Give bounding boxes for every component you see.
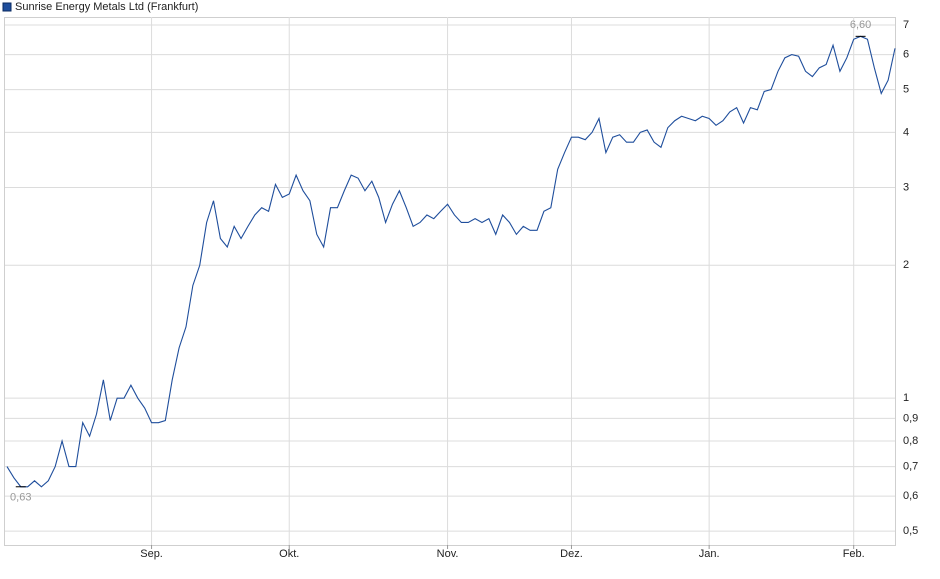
y-tick-label: 7: [903, 19, 909, 31]
x-tick-label: Nov.: [437, 548, 459, 560]
extreme-label: 6,60: [850, 19, 871, 31]
y-tick-label: 0,8: [903, 435, 918, 447]
plot-frame: [4, 17, 896, 546]
y-tick-label: 1: [903, 392, 909, 404]
x-tick-label: Okt.: [279, 548, 299, 560]
y-tick-label: 3: [903, 181, 909, 193]
x-tick-label: Jan.: [699, 548, 720, 560]
y-tick-label: 5: [903, 83, 909, 95]
y-tick-label: 4: [903, 126, 909, 138]
legend-label: Sunrise Energy Metals Ltd (Frankfurt): [15, 1, 198, 13]
y-tick-label: 0,7: [903, 460, 918, 472]
y-tick-label: 2: [903, 259, 909, 271]
y-tick-label: 6: [903, 49, 909, 61]
x-tick-label: Sep.: [140, 548, 163, 560]
x-tick-label: Feb.: [843, 548, 865, 560]
y-tick-label: 0,6: [903, 490, 918, 502]
y-tick-label: 0,9: [903, 412, 918, 424]
extreme-label: 0,63: [10, 492, 31, 504]
y-tick-label: 0,5: [903, 525, 918, 537]
legend-swatch: [2, 2, 12, 12]
x-tick-label: Dez.: [560, 548, 583, 560]
price-line: [6, 35, 896, 488]
